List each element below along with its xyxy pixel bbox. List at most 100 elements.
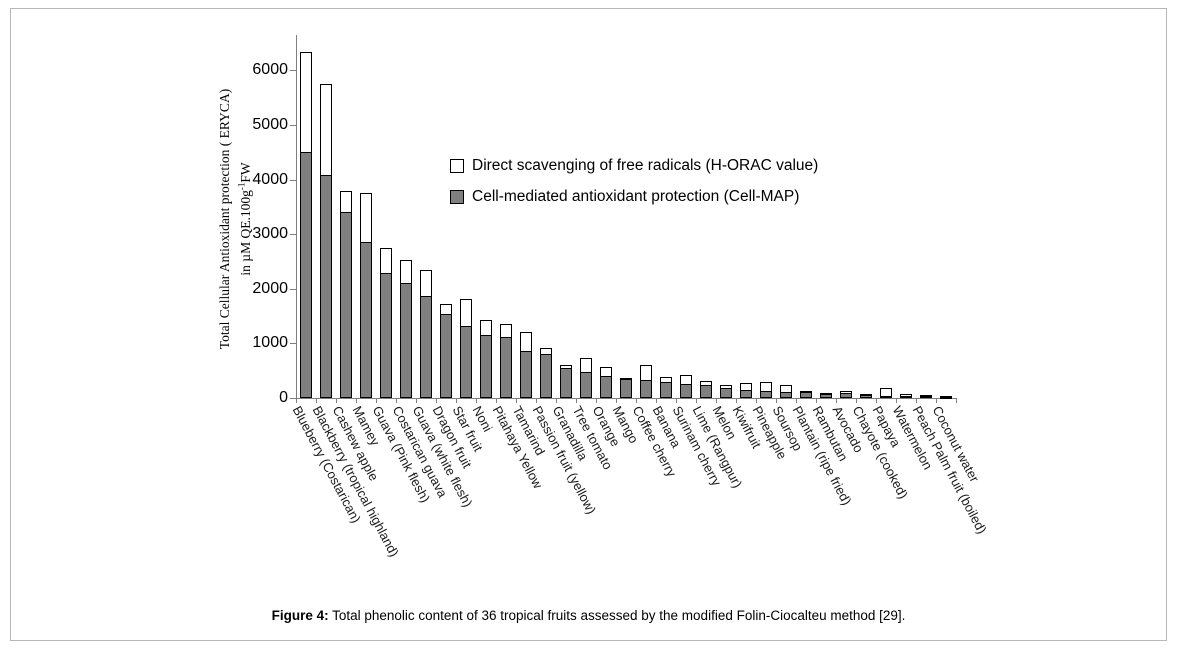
y-tick-label: 1000 (252, 334, 288, 352)
bar-segment-cellmap (780, 392, 792, 398)
bar-segment-cellmap (600, 375, 612, 398)
y-tick-label: 2000 (252, 279, 288, 297)
legend-label-horac: Direct scavenging of free radicals (H-OR… (472, 157, 819, 174)
bar-segment-cellmap (840, 393, 852, 398)
bar-segment-horac (800, 391, 812, 393)
bar-segment-horac (680, 375, 692, 385)
x-tick-mark (736, 398, 737, 403)
y-tick-label: 3000 (252, 225, 288, 243)
y-axis-line (296, 35, 297, 398)
bar-segment-horac (720, 385, 732, 389)
x-axis-line (296, 398, 956, 399)
bar-segment-horac (640, 364, 652, 380)
y-tick-mark (290, 125, 297, 126)
x-tick-mark (656, 398, 657, 403)
bar-segment-cellmap (900, 396, 912, 399)
y-tick-label: 6000 (252, 61, 288, 79)
x-tick-mark (836, 398, 837, 403)
bar-segment-cellmap (720, 388, 732, 398)
x-tick-mark (576, 398, 577, 403)
bar-segment-cellmap (500, 337, 512, 398)
bar-segment-cellmap (820, 393, 832, 398)
x-tick-mark (676, 398, 677, 403)
bar-segment-cellmap (400, 283, 412, 398)
y-tick-mark (290, 343, 297, 345)
bar-segment-horac (820, 392, 832, 394)
bar-segment-cellmap (940, 397, 952, 399)
bar-segment-horac (320, 83, 332, 176)
x-tick-mark (516, 398, 517, 403)
x-tick-mark (916, 398, 917, 403)
bar-segment-horac (700, 380, 712, 386)
bar-segment-horac (660, 377, 672, 383)
bar-segment-cellmap (580, 371, 592, 398)
bar-segment-cellmap (460, 326, 472, 398)
y-tick-label: 0 (279, 389, 288, 406)
x-tick-mark (716, 398, 717, 403)
x-tick-mark (776, 398, 777, 403)
x-tick-mark (956, 398, 957, 403)
bar-segment-cellmap (320, 175, 332, 398)
bar-segment-cellmap (560, 367, 572, 398)
x-tick-mark (636, 398, 637, 403)
x-tick-mark (936, 398, 937, 403)
figure-caption-label: Figure 4: (271, 608, 329, 623)
bar-segment-cellmap (420, 295, 432, 398)
bar-segment-horac (300, 51, 312, 153)
bar-segment-cellmap (480, 334, 492, 398)
bar-segment-horac (940, 396, 952, 397)
bar-segment-cellmap (680, 384, 692, 398)
bar-segment-horac (760, 382, 772, 391)
x-tick-mark (356, 398, 357, 403)
bar-segment-cellmap (520, 350, 532, 398)
bar-segment-cellmap (620, 379, 632, 398)
y-tick-label: 4000 (252, 170, 288, 188)
x-tick-mark (896, 398, 897, 403)
x-tick-mark (296, 398, 297, 403)
x-tick-mark (756, 398, 757, 403)
figure-border (10, 8, 1167, 641)
cellmap-swatch-icon (450, 190, 464, 204)
x-tick-mark (476, 398, 477, 403)
x-tick-mark (596, 398, 597, 403)
bar-segment-cellmap (860, 394, 872, 398)
bar-segment-cellmap (340, 212, 352, 398)
x-tick-mark (376, 398, 377, 403)
bar-segment-horac (520, 331, 532, 351)
bar-segment-cellmap (700, 385, 712, 398)
bar-segment-cellmap (740, 389, 752, 398)
bar-segment-cellmap (880, 395, 892, 398)
bar-segment-cellmap (760, 390, 772, 398)
x-tick-mark (436, 398, 437, 403)
bar-segment-horac (540, 348, 552, 355)
x-tick-mark (536, 398, 537, 403)
y-tick-mark (290, 70, 297, 72)
bar-segment-cellmap (380, 272, 392, 398)
x-tick-mark (336, 398, 337, 403)
bar-segment-horac (420, 270, 432, 296)
bar-segment-horac (560, 364, 572, 368)
x-tick-mark (796, 398, 797, 403)
bar-segment-cellmap (800, 392, 812, 398)
x-tick-mark (696, 398, 697, 403)
y-tick-mark (290, 398, 297, 399)
bar-segment-cellmap (440, 313, 452, 398)
bar-segment-horac (480, 319, 492, 335)
x-tick-mark (876, 398, 877, 403)
bar-segment-horac (860, 393, 872, 395)
x-tick-mark (556, 398, 557, 403)
legend-item-cellmap: Cell-mediated antioxidant protection (Ce… (450, 189, 818, 205)
x-tick-mark (816, 398, 817, 403)
bar-segment-cellmap (920, 396, 932, 399)
bar-segment-horac (740, 382, 752, 390)
x-tick-mark (316, 398, 317, 403)
x-tick-mark (856, 398, 857, 403)
figure-caption: Figure 4: Total phenolic content of 36 t… (0, 608, 1177, 623)
bar-segment-cellmap (640, 379, 652, 398)
bar-segment-horac (780, 385, 792, 393)
bar-segment-horac (620, 378, 632, 380)
bar-segment-horac (600, 367, 612, 376)
bar-segment-horac (880, 387, 892, 396)
y-tick-mark (290, 179, 297, 181)
